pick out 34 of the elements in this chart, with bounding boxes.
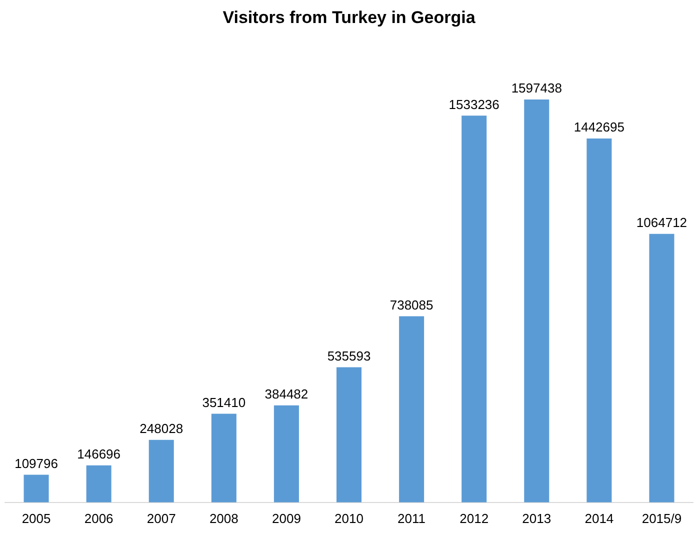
bar — [399, 316, 424, 502]
x-tick-label: 2014 — [584, 510, 614, 526]
chart-title: Visitors from Turkey in Georgia — [222, 8, 476, 27]
data-label: 109796 — [14, 456, 58, 471]
bar — [524, 99, 550, 502]
x-tick-label: 2007 — [146, 510, 176, 526]
x-tick-label: 2010 — [334, 510, 364, 526]
bar — [336, 367, 362, 502]
bar — [86, 465, 112, 502]
x-tick-label: 2011 — [398, 510, 426, 526]
data-label: 1533236 — [448, 96, 500, 112]
data-label: 738085 — [390, 297, 434, 312]
bar — [148, 440, 174, 502]
data-label: 1064712 — [636, 214, 688, 230]
data-label: 351410 — [202, 394, 246, 410]
data-label: 146696 — [77, 446, 121, 462]
bar — [649, 234, 674, 502]
x-tick-label: 2008 — [209, 510, 238, 526]
data-label: 1442695 — [574, 120, 624, 135]
x-tick-label: 2015/9 — [642, 510, 682, 526]
data-label: 248028 — [140, 420, 184, 436]
bar — [274, 405, 299, 502]
data-label: 535593 — [327, 348, 371, 364]
x-tick-label: 2006 — [84, 510, 114, 526]
bar — [211, 414, 236, 502]
bar — [462, 116, 487, 502]
bar — [586, 138, 612, 502]
x-tick-label: 2005 — [22, 510, 51, 526]
bar — [24, 474, 49, 502]
data-label: 1597438 — [511, 80, 562, 96]
x-tick-label: 2009 — [272, 510, 301, 526]
data-label: 384482 — [264, 386, 308, 402]
x-tick-label: 2012 — [460, 510, 489, 526]
x-tick-label: 2013 — [522, 510, 552, 526]
